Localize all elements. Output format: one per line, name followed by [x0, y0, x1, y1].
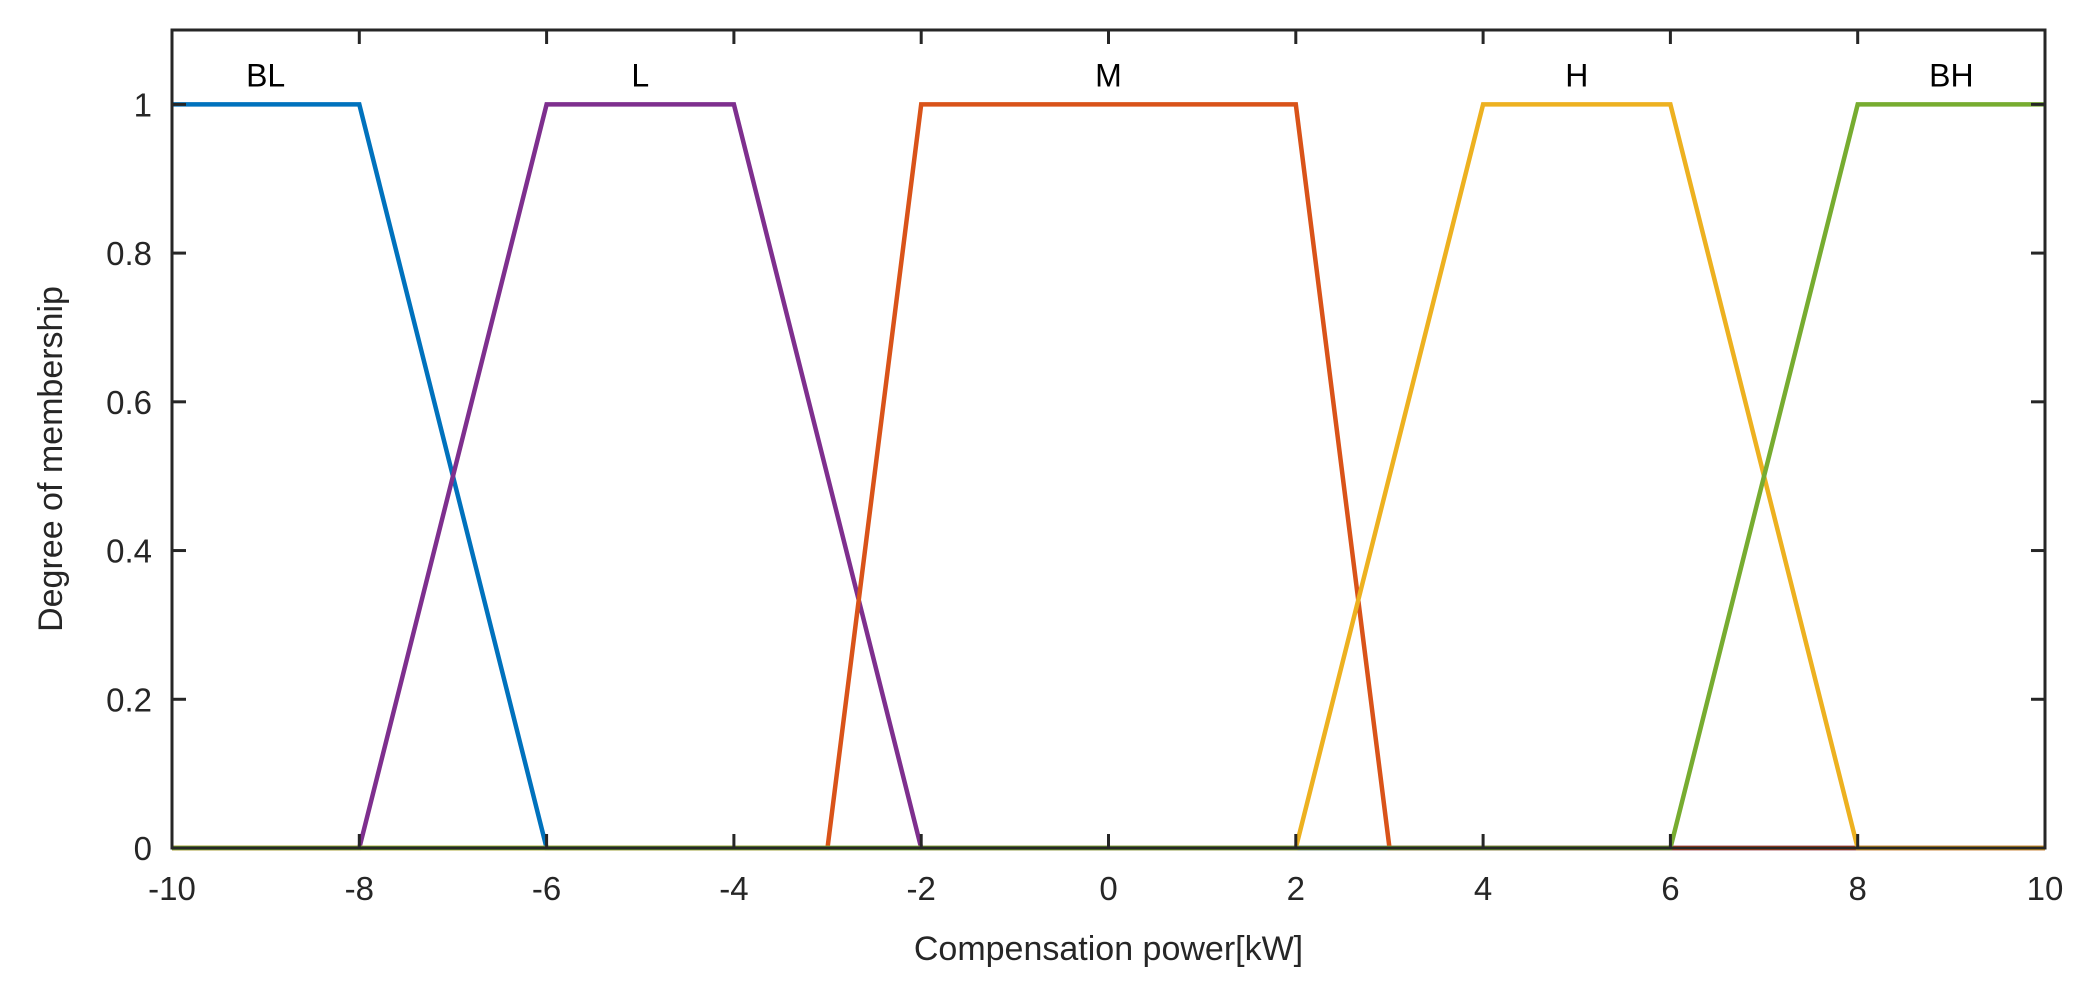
- y-tick-label: 0.2: [106, 681, 152, 718]
- y-tick-label: 0.6: [106, 384, 152, 421]
- x-tick-label: 10: [2027, 870, 2064, 907]
- x-tick-label: -10: [148, 870, 196, 907]
- label-layer: BL L M H BH: [246, 58, 1973, 94]
- x-tick-label: 4: [1474, 870, 1492, 907]
- x-tick-label: 0: [1099, 870, 1117, 907]
- x-tick-label: -6: [532, 870, 561, 907]
- x-tick-label: 2: [1287, 870, 1305, 907]
- tick-layer: -10 -8 -6 -4 -2 0 2 4 6 8 10 0 0.2 0.4 0.6 0.8 1: [106, 30, 2063, 907]
- mf-label-bl: BL: [246, 58, 285, 94]
- mf-label-m: M: [1095, 58, 1122, 94]
- y-axis-label: Degree of membership: [32, 286, 70, 632]
- x-tick-label: -8: [345, 870, 374, 907]
- mf-label-h: H: [1565, 58, 1588, 94]
- y-tick-label: 1: [134, 86, 152, 123]
- y-tick-label: 0: [134, 830, 152, 867]
- x-tick-label: 8: [1849, 870, 1867, 907]
- x-tick-label: 6: [1661, 870, 1679, 907]
- y-tick-label: 0.8: [106, 235, 152, 272]
- mf-label-bh: BH: [1929, 58, 1973, 94]
- y-tick-label: 0.4: [106, 533, 152, 570]
- x-axis-label: Compensation power[kW]: [914, 930, 1303, 968]
- x-tick-label: -2: [907, 870, 936, 907]
- plot-frame: [170, 28, 2047, 850]
- x-tick-label: -4: [719, 870, 748, 907]
- series-layer: [172, 102, 2045, 851]
- mf-label-l: L: [631, 58, 649, 94]
